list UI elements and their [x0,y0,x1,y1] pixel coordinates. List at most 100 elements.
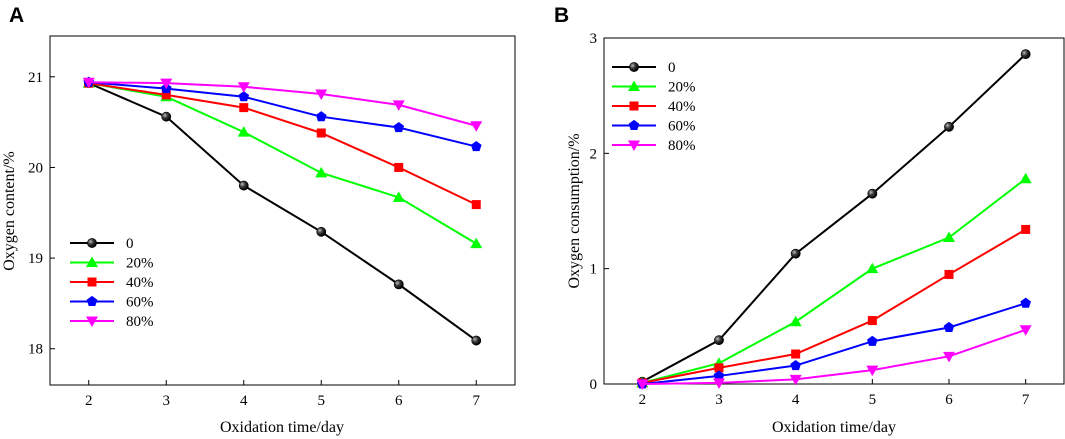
series-b-1 [636,172,1032,388]
panel-label-a: A [9,4,24,27]
data-point [316,128,326,138]
data-point [239,103,249,113]
data-point [471,200,481,210]
plot-frame-b [603,37,1065,385]
data-point [713,378,725,389]
y-tick-label: 0 [590,377,598,393]
plot-frame-a [49,35,516,386]
legend-marker [629,101,639,111]
series-b-4 [636,325,1032,390]
data-point [393,279,404,290]
y-axis-title-a: Oxygen content/% [1,151,18,271]
data-point [393,121,405,133]
legend-label: 80% [126,314,154,330]
data-point [714,335,724,346]
series-line [642,328,1026,385]
data-point [790,248,801,259]
y-tick-label: 3 [590,31,598,47]
x-tick-label: 6 [945,392,953,408]
data-point [866,262,879,274]
legend-marker [87,238,97,248]
data-point [867,316,877,326]
data-point [944,269,954,279]
data-point [238,91,250,102]
legend-label: 60% [668,119,696,135]
legend-marker [86,256,98,267]
legend-entry: 20% [612,80,696,96]
legend-entry: 80% [70,314,154,330]
legend-b: 0 20% 40% 60% 80% [612,60,696,154]
data-point [237,126,250,137]
series-a-2 [84,78,481,210]
x-tick-label: 7 [473,393,481,409]
series-group-a [82,76,483,346]
series-line [88,82,477,245]
x-ticks-a: 2 3 4 5 6 7 [85,380,481,409]
data-point [1020,49,1031,60]
legend-entry: 80% [612,138,696,154]
data-point [790,359,801,371]
x-tick-label: 3 [715,392,723,408]
data-point [392,100,405,111]
data-point [315,89,328,101]
panel-label-b: B [554,4,569,27]
y-tick-label: 20 [28,160,43,176]
data-point [315,166,328,178]
legend-label: 20% [126,256,154,272]
legend-marker [628,80,640,91]
data-point [470,121,483,132]
series-a-1 [82,77,483,249]
y-tick-label: 18 [28,342,43,358]
legend-entry: 0 [612,60,676,76]
y-axis-title-b: Oxygen consumption/% [566,133,583,288]
data-point [943,321,955,333]
data-point [315,111,327,122]
x-tick-label: 7 [1022,392,1030,408]
data-point [789,315,802,327]
series-a-4 [82,77,483,132]
x-axis-title-b: Oxidation time/day [772,419,896,436]
legend-label: 40% [668,99,696,115]
series-line [641,53,1027,383]
legend-marker [628,119,640,131]
data-point [392,191,405,202]
x-tick-label: 4 [792,392,800,408]
y-ticks-a: 18 19 20 21 [28,70,55,358]
legend-entry: 20% [70,256,154,272]
series-line [88,81,477,148]
series-line [642,302,1026,385]
legend-marker [86,316,98,327]
x-tick-label: 3 [163,393,171,409]
data-point [636,379,649,390]
data-point [789,374,802,386]
data-point [943,231,955,243]
data-point [161,111,172,122]
data-point [867,188,878,199]
data-point [161,90,171,100]
data-point [470,140,482,152]
series-b-2 [637,224,1031,388]
series-line [88,82,477,206]
x-tick-label: 6 [395,393,403,409]
legend-entry: 60% [70,295,154,311]
data-point [866,365,879,377]
y-tick-label: 1 [590,262,598,278]
legend-label: 0 [126,236,134,252]
chart-panel-a: A 2 3 4 5 6 7 18 19 20 21 0 20% 40% 60% 80% Oxidatio… [1,4,516,436]
data-point [394,162,404,172]
data-point [867,335,878,346]
data-point [944,121,954,132]
x-tick-label: 2 [85,393,93,409]
x-tick-label: 5 [318,393,326,409]
y-tick-label: 2 [590,146,598,162]
x-tick-label: 5 [869,392,877,408]
legend-label: 40% [126,275,154,291]
data-point [713,370,725,381]
x-tick-label: 4 [240,393,248,409]
legend-a: 0 20% 40% 60% 80% [70,236,154,330]
legend-marker [86,295,98,307]
legend-entry: 40% [612,99,696,115]
data-point [1019,325,1032,336]
data-point [791,349,801,359]
